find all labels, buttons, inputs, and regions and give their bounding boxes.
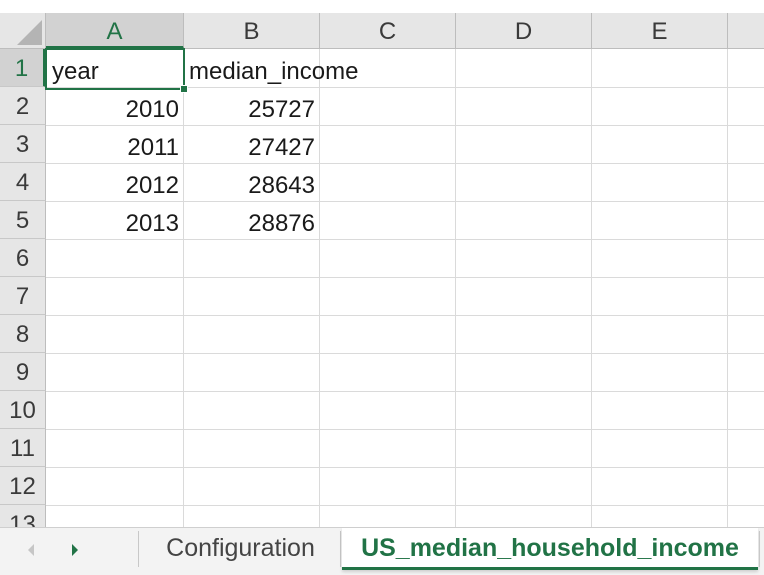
gridline [46,315,764,316]
tab-configuration[interactable]: Configuration [166,534,315,562]
select-all-triangle-icon [17,20,42,45]
row-header-6[interactable]: 6 [0,239,46,277]
gridline [46,505,764,506]
gridline [46,163,764,164]
select-all-button[interactable] [0,13,46,49]
column-header-d[interactable]: D [456,13,592,49]
cell-a3[interactable]: 2011 [127,134,179,161]
gridline [46,467,764,468]
gridline [591,49,592,527]
column-header-a[interactable]: A [46,13,184,49]
row-header-1[interactable]: 1 [0,49,46,87]
row-header-11[interactable]: 11 [0,429,46,467]
row-header-7[interactable]: 7 [0,277,46,315]
scroll-tabs-left-button[interactable] [20,538,44,562]
gridline [183,49,184,527]
cell-b5[interactable]: 28876 [248,210,315,237]
column-header-e[interactable]: E [592,13,728,49]
row-header-9[interactable]: 9 [0,353,46,391]
row-header-12[interactable]: 12 [0,467,46,505]
gridline [46,125,764,126]
row-header-2[interactable]: 2 [0,87,46,125]
row-header-10[interactable]: 10 [0,391,46,429]
worksheet-grid[interactable]: A B C D E 1 2 3 4 5 6 7 8 9 10 11 12 13 … [0,0,764,527]
cell-b1[interactable]: median_income [189,58,359,85]
gridline [46,87,764,88]
tab-separator [340,531,341,567]
scroll-tabs-right-button[interactable] [62,538,86,562]
chevron-right-icon [72,544,78,556]
cell-b3[interactable]: 27427 [248,134,315,161]
column-header-f-partial[interactable] [728,13,764,49]
chevron-left-icon [28,544,34,556]
fill-handle[interactable] [180,85,188,93]
row-header-3[interactable]: 3 [0,125,46,163]
cell-b2[interactable]: 25727 [248,96,315,123]
row-header-5[interactable]: 5 [0,201,46,239]
row-header-4[interactable]: 4 [0,163,46,201]
gridline [46,277,764,278]
cell-b4[interactable]: 28643 [248,172,315,199]
gridline [46,391,764,392]
column-header-c[interactable]: C [320,13,456,49]
row-header-8[interactable]: 8 [0,315,46,353]
cell-a2[interactable]: 2010 [125,96,179,123]
cell-a4[interactable]: 2012 [125,172,179,199]
sheet-tab-bar: Configuration US_median_household_income [0,527,764,575]
column-header-b[interactable]: B [184,13,320,49]
tab-separator [759,531,760,567]
gridline [46,239,764,240]
tab-us-median-household-income[interactable]: US_median_household_income [342,528,758,570]
gridline [319,49,320,527]
cell-a5[interactable]: 2013 [125,210,179,237]
gridline [46,201,764,202]
gridline [727,49,728,527]
row-header-13[interactable]: 13 [0,505,46,527]
cell-a1[interactable]: year [52,58,99,85]
gridline [46,429,764,430]
gridline [46,353,764,354]
tab-separator [138,531,139,567]
gridline [455,49,456,527]
